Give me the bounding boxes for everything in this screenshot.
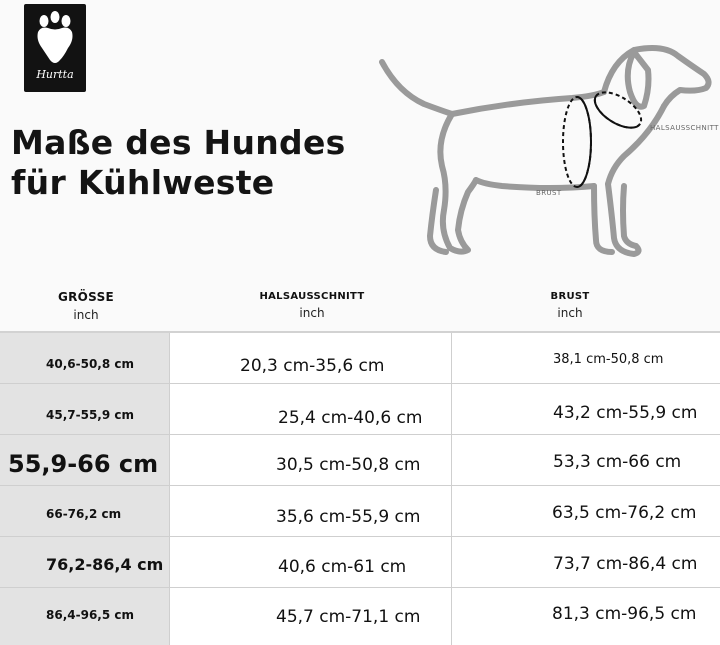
neck-cell: 40,6 cm-61 cm	[278, 557, 407, 577]
size-cell: 55,9-66 cm	[8, 450, 159, 478]
size-table: 40,6-50,8 cm 20,3 cm-35,6 cm 38,1 cm-50,…	[0, 331, 720, 645]
chest-header-title: BRUST	[550, 291, 590, 302]
table-row: 66-76,2 cm 35,6 cm-55,9 cm 63,5 cm-76,2 …	[0, 486, 720, 537]
chest-label: BRUST	[536, 189, 562, 197]
size-header-title: GRÖSSE	[57, 290, 115, 304]
size-cell: 76,2-86,4 cm	[46, 555, 164, 574]
chest-cell: 43,2 cm-55,9 cm	[553, 403, 698, 423]
table-row: 40,6-50,8 cm 20,3 cm-35,6 cm 38,1 cm-50,…	[0, 333, 720, 384]
chest-cell: 63,5 cm-76,2 cm	[552, 503, 697, 523]
size-header: GRÖSSE inch	[36, 290, 136, 322]
neck-label: HALSAUSSCHNITT	[650, 124, 719, 132]
page-title: Maße des Hundes für Kühlweste	[11, 123, 346, 203]
table-row: 45,7-55,9 cm 25,4 cm-40,6 cm 43,2 cm-55,…	[0, 384, 720, 435]
neck-header-title: HALSAUSSCHNITT	[259, 291, 365, 302]
size-cell: 40,6-50,8 cm	[46, 357, 134, 371]
neck-cell: 30,5 cm-50,8 cm	[276, 455, 421, 475]
title-line-2: für Kühlweste	[11, 163, 275, 202]
chest-cell: 73,7 cm-86,4 cm	[553, 554, 698, 574]
chest-cell: 53,3 cm-66 cm	[553, 452, 682, 472]
neck-cell: 20,3 cm-35,6 cm	[240, 356, 385, 376]
size-cell: 45,7-55,9 cm	[46, 408, 134, 422]
size-header-unit: inch	[73, 308, 99, 322]
neck-cell: 35,6 cm-55,9 cm	[276, 507, 421, 527]
neck-header-unit: inch	[299, 306, 325, 320]
logo-wordmark: Hurtta	[36, 68, 74, 81]
neck-header: HALSAUSSCHNITT inch	[250, 291, 374, 320]
neck-cell: 45,7 cm-71,1 cm	[276, 607, 421, 627]
chest-cell: 81,3 cm-96,5 cm	[552, 604, 697, 624]
paw-print-icon	[37, 11, 73, 63]
chest-header: BRUST inch	[530, 291, 610, 320]
table-row: 86,4-96,5 cm 45,7 cm-71,1 cm 81,3 cm-96,…	[0, 588, 720, 645]
size-cell: 66-76,2 cm	[46, 507, 122, 521]
dog-outline-diagram	[379, 45, 712, 257]
table-row: 76,2-86,4 cm 40,6 cm-61 cm 73,7 cm-86,4 …	[0, 537, 720, 588]
hurtta-logo: Hurtta	[24, 4, 86, 92]
title-line-1: Maße des Hundes	[11, 123, 346, 162]
neck-cell: 25,4 cm-40,6 cm	[278, 408, 423, 428]
table-row: 55,9-66 cm 30,5 cm-50,8 cm 53,3 cm-66 cm	[0, 435, 720, 486]
chest-cell: 38,1 cm-50,8 cm	[553, 352, 664, 367]
size-cell: 86,4-96,5 cm	[46, 608, 134, 622]
chest-header-unit: inch	[557, 306, 583, 320]
